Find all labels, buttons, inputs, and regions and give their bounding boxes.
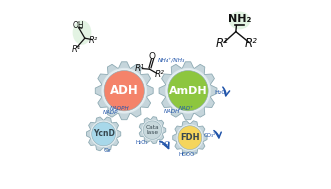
Ellipse shape xyxy=(229,12,250,29)
Polygon shape xyxy=(173,121,207,155)
Polygon shape xyxy=(139,117,166,144)
Polygon shape xyxy=(86,117,121,151)
Text: NH₂: NH₂ xyxy=(227,14,251,23)
Ellipse shape xyxy=(72,20,91,45)
Text: CO₃²⁻: CO₃²⁻ xyxy=(204,133,219,138)
Text: NADP: NADP xyxy=(102,110,118,115)
Polygon shape xyxy=(104,71,144,111)
Text: NADH: NADH xyxy=(164,109,180,114)
Polygon shape xyxy=(91,121,117,147)
Polygon shape xyxy=(95,62,153,120)
Text: OH: OH xyxy=(73,21,85,30)
Text: R²: R² xyxy=(155,70,165,79)
Text: ADH: ADH xyxy=(110,84,139,97)
Polygon shape xyxy=(178,126,202,149)
Text: Cata: Cata xyxy=(146,125,159,130)
Polygon shape xyxy=(143,121,162,139)
Text: H₂O: H₂O xyxy=(215,90,227,95)
Polygon shape xyxy=(142,120,162,140)
Text: NADPH: NADPH xyxy=(110,106,129,111)
Text: R²: R² xyxy=(89,36,98,45)
Polygon shape xyxy=(103,69,146,112)
Text: H₂O₂: H₂O₂ xyxy=(136,140,148,145)
Text: AmDH: AmDH xyxy=(169,86,207,96)
Polygon shape xyxy=(101,68,147,114)
Text: O₂: O₂ xyxy=(104,148,111,153)
Polygon shape xyxy=(159,62,217,120)
Polygon shape xyxy=(177,125,203,150)
Text: R¹: R¹ xyxy=(134,64,144,73)
Text: H₂O: H₂O xyxy=(158,141,169,146)
Text: R²: R² xyxy=(244,37,257,50)
Polygon shape xyxy=(92,122,116,146)
Polygon shape xyxy=(90,120,117,147)
Text: FDH: FDH xyxy=(180,133,200,142)
Text: R¹: R¹ xyxy=(215,37,228,50)
Polygon shape xyxy=(166,69,210,112)
Polygon shape xyxy=(176,124,203,151)
Polygon shape xyxy=(168,71,208,111)
Text: R¹: R¹ xyxy=(72,45,81,54)
Text: YcnD: YcnD xyxy=(93,129,115,138)
Text: HCOO⁻: HCOO⁻ xyxy=(178,152,198,157)
Text: O: O xyxy=(149,53,156,61)
Text: lase: lase xyxy=(146,130,159,135)
Text: NAD⁺: NAD⁺ xyxy=(179,106,194,111)
Text: NH₄⁺/NH₃: NH₄⁺/NH₃ xyxy=(158,57,185,62)
Polygon shape xyxy=(142,120,163,141)
Polygon shape xyxy=(165,68,211,114)
